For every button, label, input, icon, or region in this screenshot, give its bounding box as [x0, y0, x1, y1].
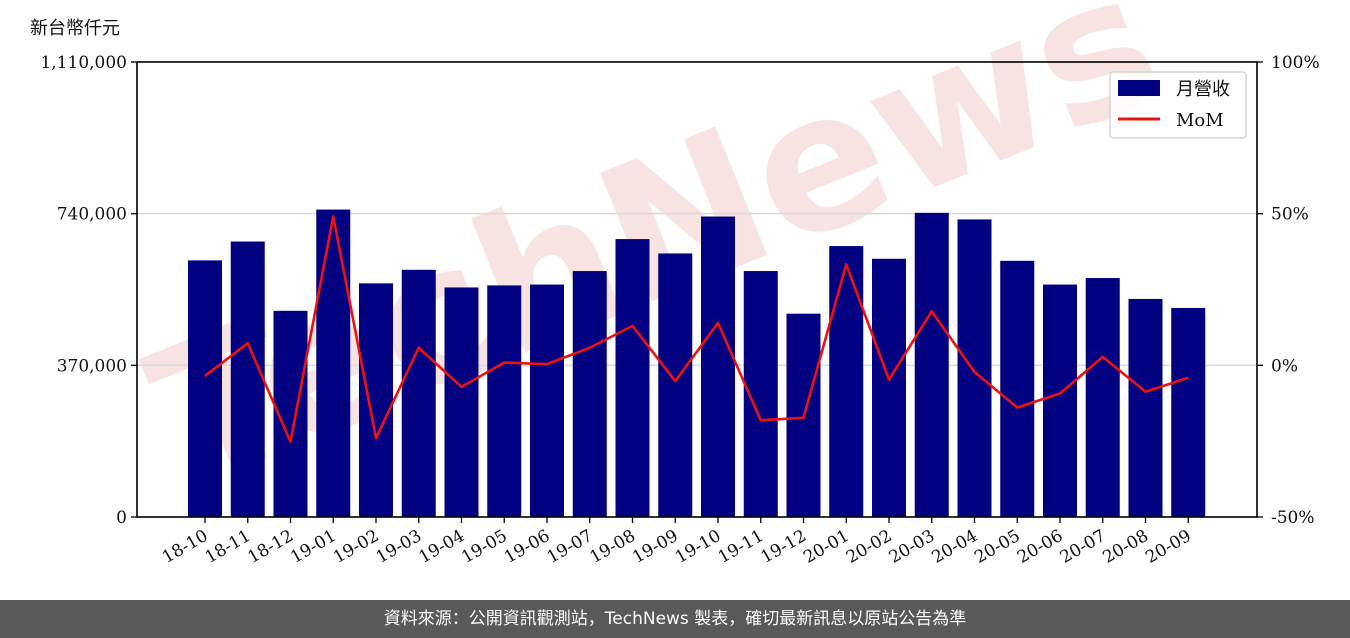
x-tick-label: 19-04: [416, 526, 468, 568]
bar-revenue: [615, 239, 650, 517]
y-left-tick-label: 370,000: [57, 356, 127, 376]
bar-revenue: [1000, 260, 1035, 517]
y-right-tick-label: -50%: [1271, 508, 1315, 528]
x-tick-label: 19-05: [458, 526, 510, 568]
bar-revenue: [1128, 298, 1163, 517]
y-left-tick-label: 1,110,000: [40, 53, 127, 73]
y-axis-unit-label: 新台幣仟元: [30, 18, 120, 39]
bar-revenue: [188, 260, 222, 517]
bar-revenue: [1085, 278, 1120, 517]
x-tick-label: 19-01: [287, 526, 339, 568]
x-tick-label: 18-12: [245, 526, 297, 568]
legend-swatch-revenue: [1118, 80, 1160, 96]
bar-revenue: [872, 258, 906, 517]
bar-revenue: [1171, 307, 1206, 517]
x-tick-label: 20-06: [1014, 526, 1066, 568]
x-tick-label: 19-12: [758, 526, 810, 568]
y-right-tick-label: 50%: [1271, 205, 1309, 225]
bar-revenue: [444, 287, 479, 517]
x-tick-label: 20-07: [1057, 526, 1109, 568]
y-left-tick-label: 740,000: [57, 205, 127, 225]
y-left-tick-label: 0: [116, 508, 127, 528]
line-mom: [204, 215, 1189, 444]
x-tick-label: 19-07: [544, 526, 596, 568]
bar-revenue: [1043, 284, 1077, 517]
x-tick-label: 19-06: [501, 526, 553, 568]
bar-revenue: [316, 209, 351, 517]
bar-revenue: [359, 283, 393, 517]
x-tick-label: 19-11: [715, 526, 767, 568]
x-tick-label: 20-04: [929, 526, 981, 568]
x-tick-label: 18-10: [159, 526, 211, 568]
legend: 月營收 MoM: [1109, 71, 1247, 139]
x-tick-label: 19-08: [587, 526, 639, 568]
source-footer: 資料來源：公開資訊觀測站，TechNews 製表，確切最新訊息以原站公告為準: [0, 600, 1350, 638]
x-tick-label: 20-01: [800, 526, 852, 568]
x-tick-label: 20-03: [886, 526, 938, 568]
legend-label-mom: MoM: [1176, 110, 1224, 131]
plot-frame: [136, 61, 1258, 518]
x-tick-label: 20-05: [971, 526, 1023, 568]
bar-revenue: [487, 285, 522, 517]
x-tick-label: 19-09: [629, 526, 681, 568]
x-tick-label: 20-08: [1100, 526, 1152, 568]
x-tick-label: 20-02: [843, 526, 895, 568]
bar-revenue: [572, 271, 607, 517]
bar-revenue: [957, 219, 992, 518]
bar-revenue: [230, 241, 265, 518]
x-tick-label: 18-11: [202, 526, 254, 568]
x-tick-label: 20-09: [1142, 526, 1194, 568]
y-right-tick-label: 0%: [1271, 356, 1298, 376]
x-tick-label: 19-10: [672, 526, 724, 568]
legend-label-revenue: 月營收: [1176, 79, 1230, 100]
bar-revenue: [914, 212, 949, 517]
chart-svg: TechNews0370,000740,0001,110,000-50%0%50…: [40, 0, 1320, 568]
y-right-tick-label: 100%: [1271, 53, 1320, 73]
x-tick-label: 19-02: [330, 526, 382, 568]
bar-revenue: [530, 284, 564, 517]
bar-revenue: [829, 246, 864, 517]
bar-revenue: [701, 216, 735, 517]
bar-revenue: [401, 269, 436, 517]
x-tick-label: 19-03: [373, 526, 425, 568]
bar-revenue: [658, 253, 693, 518]
